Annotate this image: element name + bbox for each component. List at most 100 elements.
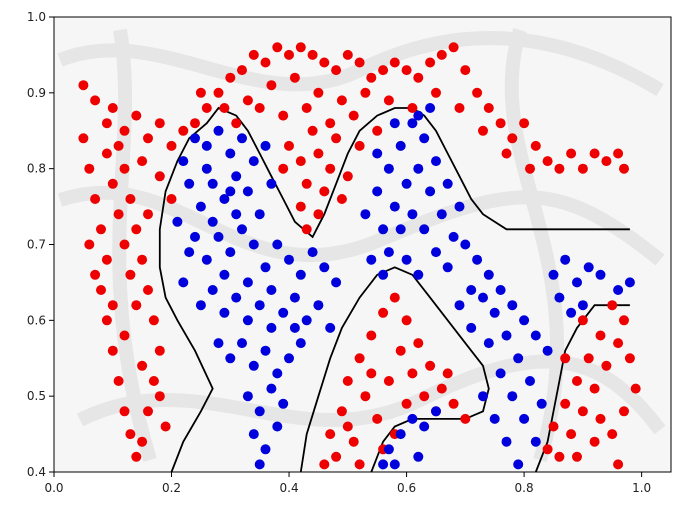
blue-point	[266, 285, 277, 295]
blue-point	[272, 368, 283, 379]
red-point	[119, 406, 130, 417]
blue-point	[237, 224, 247, 235]
red-point	[289, 72, 300, 83]
blue-point	[237, 338, 247, 349]
red-point	[295, 201, 306, 212]
red-point	[366, 72, 377, 83]
red-point	[554, 163, 565, 174]
blue-point	[460, 239, 471, 250]
blue-point	[407, 118, 418, 129]
blue-point	[278, 307, 289, 318]
blue-point	[425, 186, 436, 197]
red-point	[325, 429, 336, 440]
red-point	[360, 391, 371, 402]
red-point	[495, 118, 506, 129]
blue-point	[248, 156, 259, 167]
decision-boundary-line	[158, 106, 630, 473]
red-point	[254, 103, 265, 113]
blue-point	[301, 315, 312, 326]
red-point	[436, 383, 447, 394]
red-point	[577, 315, 588, 326]
red-point	[148, 376, 159, 386]
blue-point	[413, 163, 424, 174]
blue-point	[231, 209, 242, 220]
red-point	[90, 95, 101, 106]
blue-point	[190, 231, 200, 242]
red-point	[401, 315, 412, 326]
blue-point	[419, 421, 430, 432]
red-point	[160, 421, 171, 432]
blue-point	[425, 103, 436, 113]
blue-point	[624, 277, 635, 288]
blue-point	[225, 247, 236, 258]
red-point	[331, 133, 342, 144]
red-point	[131, 224, 142, 235]
red-point	[383, 376, 394, 386]
blue-point	[395, 429, 406, 440]
red-point	[460, 413, 471, 424]
red-point	[143, 133, 153, 144]
blue-point	[295, 269, 306, 280]
red-point	[507, 133, 518, 144]
red-point	[101, 254, 112, 265]
red-point	[360, 87, 371, 98]
red-point	[589, 148, 600, 159]
red-point	[595, 413, 606, 424]
red-point	[101, 315, 112, 326]
red-point	[107, 178, 118, 189]
blue-point	[207, 178, 218, 189]
red-point	[154, 391, 165, 402]
blue-point	[542, 345, 553, 356]
blue-point	[513, 353, 524, 364]
red-point	[472, 87, 483, 98]
blue-point	[248, 239, 259, 250]
red-point	[572, 451, 582, 462]
blue-point	[225, 148, 236, 159]
red-point	[589, 436, 600, 447]
red-point	[166, 194, 177, 204]
blue-point	[378, 224, 389, 235]
red-point	[595, 330, 606, 341]
red-point	[478, 125, 488, 136]
red-point	[624, 353, 635, 364]
blue-point	[401, 178, 412, 189]
blue-point	[213, 338, 224, 349]
blue-point	[219, 194, 230, 204]
red-point	[331, 451, 342, 462]
blue-point	[383, 247, 394, 258]
red-point	[319, 57, 330, 68]
red-point	[613, 148, 624, 159]
blue-point	[284, 353, 294, 364]
blue-point	[231, 171, 242, 182]
red-point	[78, 133, 89, 144]
blue-point	[372, 148, 383, 159]
red-point	[225, 72, 236, 83]
blue-point	[201, 163, 212, 174]
red-point	[96, 285, 106, 295]
blue-point	[431, 406, 441, 417]
red-point	[372, 413, 383, 424]
blue-point	[483, 269, 494, 280]
blue-point	[195, 201, 206, 212]
blue-point	[536, 398, 547, 409]
red-point	[342, 376, 353, 386]
y-tick-label: 1.0	[27, 10, 46, 24]
blue-point	[383, 163, 394, 174]
blue-point	[260, 345, 271, 356]
decision-boundary-line	[299, 266, 490, 473]
blue-point	[478, 292, 488, 303]
blue-point	[248, 429, 259, 440]
red-point	[295, 156, 306, 167]
blue-point	[519, 413, 530, 424]
background-swirl	[57, 31, 664, 97]
x-tick-label: 0.4	[280, 481, 299, 495]
red-point	[607, 300, 618, 311]
red-point	[413, 338, 424, 349]
y-tick-label: 0.5	[27, 389, 46, 403]
blue-point	[195, 300, 206, 311]
blue-point	[178, 277, 189, 288]
blue-point	[242, 315, 253, 326]
blue-point	[184, 247, 195, 258]
